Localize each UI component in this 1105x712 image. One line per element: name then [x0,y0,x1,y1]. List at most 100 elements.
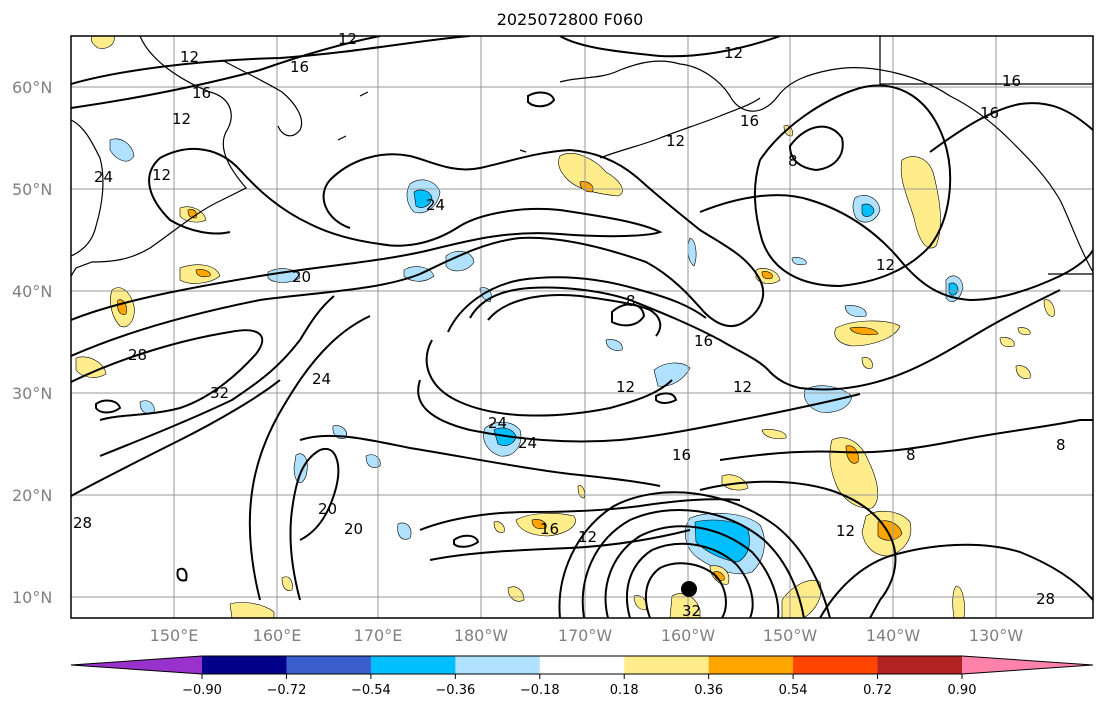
colorbar-segment [202,656,287,674]
contour-label: 12 [666,132,685,150]
colorbar-tick-label: 0.36 [694,683,723,698]
contour-small-loop [527,91,556,108]
contour-small-loop-5 [176,567,188,582]
contour-cyclone-5 [558,491,831,618]
lat-label: 10°N [12,588,52,607]
contour-cyclone-1 [644,562,727,618]
colorbar-tick-label: −0.36 [435,683,475,698]
contour-16-north [71,36,381,109]
contour-label: 12 [338,30,357,48]
contour-cyclone-4 [581,508,805,618]
shade-patch [803,385,853,413]
colorbar-segment [793,656,879,674]
shade-patch [109,138,135,162]
lon-label: 160°E [253,626,302,645]
contour-lines [71,36,1093,618]
contour-label: 12 [578,528,597,546]
contour-20-west [289,447,340,601]
contour-labels: 12 12 12 12 16 16 16 16 16 12 12 24 12 2… [73,30,1066,620]
contour-label: 24 [426,196,445,214]
canada-border [879,36,1093,85]
contour-20-inner [299,434,661,487]
contour-label: 20 [344,520,363,538]
lon-label: 170°W [558,626,613,645]
shade-patch [948,282,959,296]
bering-islands [337,91,527,153]
contour-label: 16 [672,446,691,464]
contour-28 [71,329,264,421]
contour-32 [99,295,335,457]
lon-label: 150°W [763,626,818,645]
contour-8-southeast [719,419,1093,461]
shade-patch [900,156,941,249]
longitude-labels: 150°E 160°E 170°E 180°W 170°W 160°W 150°… [150,626,1024,645]
contour-label: 12 [180,48,199,66]
colorbar-extend-low [71,656,202,674]
contour-label: 32 [682,602,701,620]
contour-label: 28 [128,346,147,364]
colorbar-tick-label: 0.90 [948,683,977,698]
shade-patch [229,602,275,618]
contour-8-east [753,84,952,288]
contour-16-south [419,498,741,531]
colorbar-segment [286,656,372,674]
contour-label: 12 [733,378,752,396]
contour-label: 28 [1036,590,1055,608]
latitude-labels: 60°N 50°N 40°N 30°N 20°N 10°N [12,78,52,607]
shade-patch [849,326,879,336]
colorbar-tick-label: 0.54 [779,683,808,698]
shade-patch [999,337,1015,348]
colorbar-tick-label: −0.72 [267,683,307,698]
contour-label: 8 [906,446,916,464]
contour-12-southeast [699,480,897,618]
contour-label: 16 [980,104,999,122]
coastlines [71,36,1093,277]
lat-label: 40°N [12,282,52,301]
shade-patch [75,356,107,378]
contour-28-southeast [819,543,1093,618]
kamchatka-coast [221,59,303,137]
shade-patch [669,593,701,618]
shade-patch [605,339,623,351]
shade-patch [791,257,807,266]
colorbar-segment [708,656,794,674]
colorbar-extend-high [962,656,1093,674]
shade-patch [413,189,433,208]
contour-small-loop-3 [453,534,480,548]
contour-label: 24 [94,168,113,186]
asia-inner-coast [71,119,104,257]
contour-label: 12 [172,110,191,128]
shade-patch [195,269,211,278]
colorbar-segment [455,656,541,674]
colorbar-tick-label: 0.18 [610,683,639,698]
map-title: 2025072800 F060 [496,10,644,29]
contour-12-inner [425,339,673,417]
shade-patch [445,250,475,272]
contour-label: 12 [876,256,895,274]
shade-patch [761,429,787,440]
contour-28-left [71,379,281,497]
contour-label: 28 [73,514,92,532]
colorbar-tick-label: −0.54 [351,683,391,698]
lon-label: 160°W [661,626,716,645]
colorbar-segment [877,656,963,674]
shade-patch [1043,299,1055,317]
shade-patch [507,586,525,602]
contour-24 [71,148,765,357]
contour-12-east [699,194,1093,302]
contour-8-east-inner [788,125,844,172]
shade-patch [861,203,875,217]
contour-small-loop-2 [95,399,122,414]
contour-label: 24 [488,414,507,432]
aleutian-chain [599,97,761,159]
contour-label: 32 [210,384,229,402]
contour-label: 16 [290,58,309,76]
shade-patch [952,585,965,618]
lon-label: 180°W [454,626,509,645]
contour-12-aleutian [559,36,781,58]
colorbar-segment [624,656,710,674]
shade-patch [531,519,547,530]
contour-cyclone-3 [604,525,780,618]
contour-12-south [429,529,691,561]
contour-label: 12 [836,522,855,540]
